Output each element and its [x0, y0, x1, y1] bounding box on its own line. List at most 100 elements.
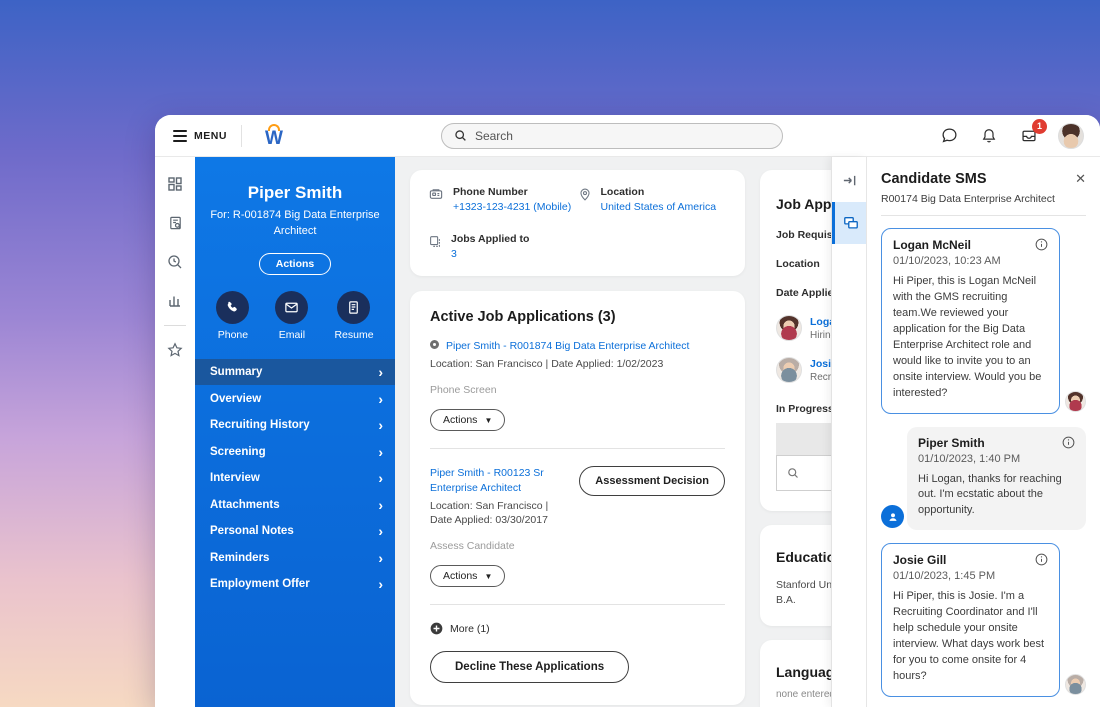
sidebar-item-interview[interactable]: Interview ›: [210, 470, 383, 487]
application-meta: Location: San Francisco | Date Applied: …: [430, 358, 664, 371]
application-actions-dropdown[interactable]: Actions ▼: [430, 409, 506, 432]
panel-rail: [831, 157, 867, 707]
info-icon[interactable]: [1035, 553, 1048, 566]
topbar-divider: [240, 124, 242, 147]
sms-requisition: R00174 Big Data Enterprise Architect: [881, 193, 1055, 205]
phone-label: Phone: [217, 328, 249, 341]
application-item-2: Piper Smith - R00123 Sr Enterprise Archi…: [430, 466, 725, 588]
sidebar-item-employment-offer[interactable]: Employment Offer ›: [210, 576, 383, 593]
resume-quick-action[interactable]: Resume: [334, 290, 374, 341]
phone-quick-action[interactable]: Phone: [216, 290, 250, 341]
application-actions-dropdown[interactable]: Actions ▼: [430, 565, 506, 588]
candidate-requisition: For: R-001874 Big Data Enterprise Archit…: [210, 209, 380, 237]
resume-icon: [337, 290, 371, 324]
chevron-right-icon: ›: [378, 549, 383, 566]
menu-label: MENU: [194, 129, 227, 142]
caret-down-icon: ▼: [484, 415, 493, 425]
search-input[interactable]: [474, 128, 770, 143]
sidebar-item-personal-notes[interactable]: Personal Notes ›: [210, 523, 383, 540]
jobs-applied-field: Jobs Applied to 3: [428, 233, 578, 260]
workday-logo[interactable]: W: [262, 122, 286, 149]
decline-applications-button[interactable]: Decline These Applications: [430, 651, 630, 684]
sidebar-item-summary[interactable]: Summary ›: [195, 358, 395, 386]
avatar: [776, 357, 802, 383]
sidebar-item-screening[interactable]: Screening ›: [210, 443, 383, 460]
content-area: Phone Number +1323-123-4231 (Mobile) Loc…: [395, 157, 1100, 707]
logo-arc: [267, 124, 280, 131]
candidate-profile-icon[interactable]: [166, 214, 184, 232]
active-applications-card: Active Job Applications (3) Piper Smith …: [410, 291, 745, 706]
quick-actions: Phone Email Resume: [195, 290, 395, 341]
left-icon-rail: [155, 157, 195, 707]
avatar: [1065, 673, 1086, 695]
search-jobs-icon[interactable]: [166, 253, 184, 271]
location-label: Location: [776, 258, 820, 270]
email-icon: [275, 290, 309, 324]
sms-message: Josie Gill 01/10/2023, 1:45 PM Hi Piper,…: [881, 543, 1086, 697]
analytics-icon[interactable]: [166, 292, 184, 310]
application-stage: Phone Screen: [430, 384, 497, 397]
sms-message: Logan McNeil 01/10/2023, 10:23 AM Hi Pip…: [881, 228, 1086, 414]
avatar: [1065, 390, 1086, 412]
main-column: Phone Number +1323-123-4231 (Mobile) Loc…: [410, 170, 745, 707]
chevron-right-icon: ›: [378, 496, 383, 513]
selected-radio-icon[interactable]: [430, 340, 439, 349]
email-quick-action[interactable]: Email: [275, 290, 309, 341]
chevron-right-icon: ›: [378, 576, 383, 593]
sms-overlay: Candidate SMS ✕ R00174 Big Data Enterpri…: [831, 157, 1100, 707]
more-toggle[interactable]: More (1): [430, 622, 725, 635]
sidebar-item-reminders[interactable]: Reminders ›: [210, 549, 383, 566]
education-degree: B.A.: [776, 594, 796, 606]
favorites-star-icon[interactable]: [166, 341, 184, 359]
date-applied-label: Date Applied: [776, 287, 840, 299]
rail-divider: [164, 325, 186, 326]
collapse-panel-icon[interactable]: [842, 173, 857, 188]
candidate-sms-panel: Candidate SMS ✕ R00174 Big Data Enterpri…: [866, 157, 1100, 707]
sidebar-item-attachments[interactable]: Attachments ›: [210, 496, 383, 513]
candidate-sms-tab[interactable]: [831, 202, 867, 244]
application-item-1: Piper Smith - R001874 Big Data Enterpris…: [430, 339, 725, 432]
assessment-decision-button[interactable]: Assessment Decision: [579, 466, 725, 497]
global-search[interactable]: [440, 122, 783, 149]
search-area: [286, 122, 938, 149]
sms-thread: Logan McNeil 01/10/2023, 10:23 AM Hi Pip…: [881, 216, 1086, 707]
app-window: MENU W 1: [155, 115, 1100, 707]
phone-number-field: Phone Number +1323-123-4231 (Mobile): [428, 186, 578, 213]
jobs-applied-link[interactable]: 3: [451, 248, 457, 260]
jobs-applied-icon: [428, 234, 442, 260]
avatar: [776, 315, 802, 341]
phone-icon: [216, 290, 250, 324]
sms-message: Piper Smith 01/10/2023, 1:40 PM Hi Logan…: [881, 426, 1086, 531]
search-icon: [454, 129, 467, 142]
candidate-sidebar: Piper Smith For: R-001874 Big Data Enter…: [195, 157, 395, 707]
location-link[interactable]: United States of America: [600, 201, 717, 213]
info-icon[interactable]: [1035, 238, 1048, 251]
close-icon[interactable]: ✕: [1075, 171, 1086, 186]
caret-down-icon: ▼: [484, 571, 493, 581]
menu-button[interactable]: MENU: [155, 115, 241, 156]
sidebar-item-recruiting-history[interactable]: Recruiting History ›: [210, 417, 383, 434]
phone-icon: [428, 187, 444, 213]
application-stage: Assess Candidate: [430, 540, 515, 553]
languages-value: none entered: [776, 689, 835, 700]
dashboard-grid-icon[interactable]: [166, 175, 184, 193]
location-field: Location United States of America: [578, 186, 728, 213]
sidebar-nav: Summary › Overview › Recruiting History › S…: [195, 358, 395, 598]
contact-card: Phone Number +1323-123-4231 (Mobile) Loc…: [410, 170, 745, 276]
location-pin-icon: [578, 187, 592, 213]
application-link[interactable]: Piper Smith - R00123 Sr Enterprise Archi…: [430, 467, 544, 494]
chevron-right-icon: ›: [378, 470, 383, 487]
candidate-actions-button[interactable]: Actions: [258, 252, 332, 275]
chat-icon[interactable]: [938, 125, 960, 147]
phone-number-link[interactable]: +1323-123-4231 (Mobile): [453, 201, 572, 213]
chevron-right-icon: ›: [378, 443, 383, 460]
person-avatar-icon: [881, 505, 904, 529]
notifications-icon[interactable]: [978, 125, 1000, 147]
inbox-icon[interactable]: 1: [1018, 118, 1047, 147]
info-icon[interactable]: [1062, 436, 1075, 449]
sidebar-item-overview[interactable]: Overview ›: [210, 390, 383, 407]
hamburger-icon: [173, 129, 187, 142]
application-link[interactable]: Piper Smith - R001874 Big Data Enterpris…: [446, 340, 690, 352]
user-avatar[interactable]: [1058, 122, 1084, 149]
education-title: Education: [776, 549, 844, 565]
